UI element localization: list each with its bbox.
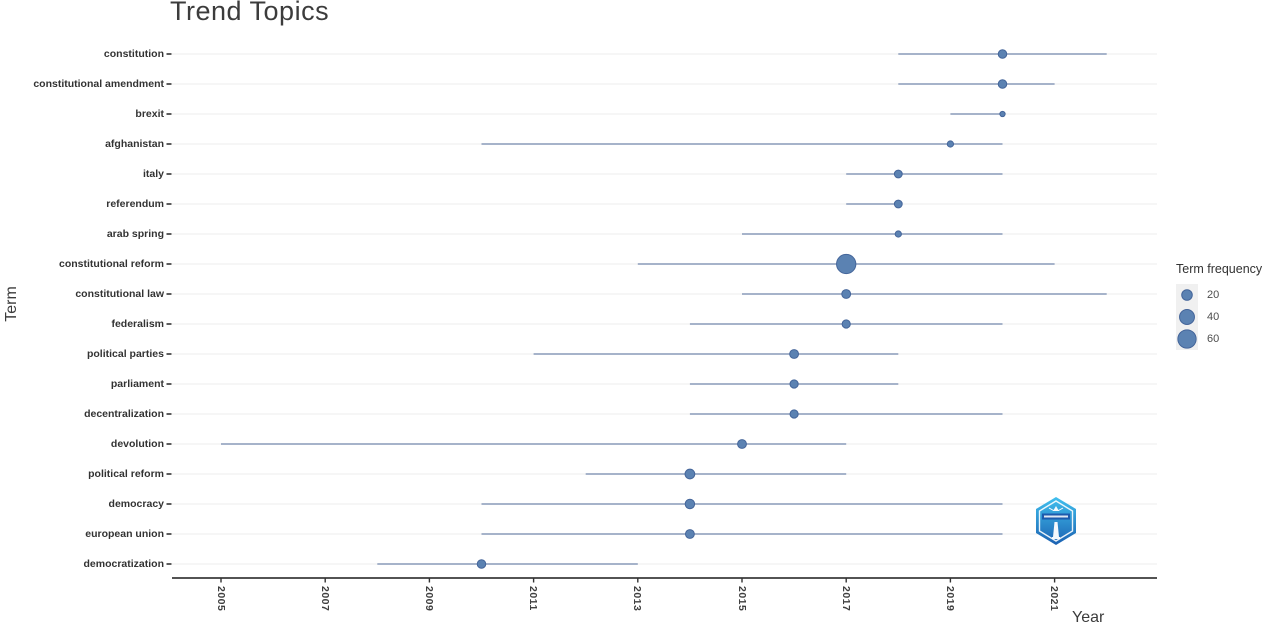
term-median-dot [997, 49, 1008, 59]
legend-dot [1177, 329, 1197, 349]
term-median-dot [997, 79, 1008, 89]
legend: Term frequency 20 40 60 [1176, 262, 1262, 350]
legend-size-key [1176, 306, 1198, 328]
legend-entry: 40 [1176, 306, 1262, 328]
term-median-dot [893, 169, 903, 179]
x-axis-tick-label: 2019 [943, 586, 956, 612]
y-axis-label: constitutional reform [58, 258, 164, 270]
term-median-dot [789, 379, 799, 389]
x-axis-tick-label: 2007 [318, 586, 331, 612]
term-median-dot [836, 253, 857, 275]
term-median-dot [684, 468, 696, 480]
legend-value-label: 20 [1207, 289, 1220, 301]
legend-dot [1181, 289, 1193, 301]
legend-title: Term frequency [1176, 262, 1263, 276]
y-axis-label: devolution [110, 438, 164, 450]
y-axis-label: democracy [108, 498, 164, 510]
x-axis-tick-label: 2005 [214, 586, 227, 612]
legend-entry: 20 [1176, 284, 1262, 306]
term-median-dot [946, 140, 955, 148]
y-axis-label: constitution [103, 48, 164, 60]
hexagon-lighthouse-logo-icon [1036, 497, 1076, 545]
legend-size-key [1176, 284, 1198, 306]
y-axis-label: constitutional amendment [33, 78, 164, 90]
term-median-dot [789, 409, 799, 419]
x-axis-tick-label: 2021 [1048, 586, 1061, 612]
term-median-dot [684, 529, 695, 539]
y-axis-label: democratization [83, 558, 164, 570]
y-axis-label: italy [142, 168, 164, 180]
y-axis-label: european union [85, 528, 164, 540]
term-median-dot [894, 230, 902, 238]
chart-title: Trend Topics [170, 0, 330, 26]
y-axis-label: referendum [106, 198, 164, 210]
y-axis-label: political parties [86, 348, 164, 360]
x-axis-title: Year [1072, 609, 1105, 626]
x-axis-tick-label: 2017 [839, 586, 852, 612]
term-median-dot [684, 498, 696, 510]
term-median-dot [841, 319, 851, 329]
y-axis-label: federalism [111, 318, 164, 330]
term-median-dot [999, 110, 1006, 118]
legend-dot [1179, 309, 1195, 325]
term-median-dot [841, 289, 852, 299]
term-median-dot [737, 439, 747, 449]
term-median-dot [476, 559, 487, 569]
legend-value-label: 60 [1207, 333, 1220, 345]
legend-size-key [1176, 328, 1198, 350]
x-axis-tick-label: 2009 [422, 586, 435, 612]
term-median-dot [893, 199, 903, 209]
x-axis-tick-label: 2011 [527, 586, 540, 611]
x-axis-tick-label: 2015 [735, 586, 748, 612]
y-axis-label: decentralization [84, 408, 164, 420]
y-axis-label: arab spring [106, 228, 164, 240]
x-axis-tick-label: 2013 [631, 586, 644, 612]
y-axis-label: political reform [88, 468, 164, 480]
term-median-dot [789, 349, 800, 359]
legend-entry: 60 [1176, 328, 1262, 350]
y-axis-label: afghanistan [105, 138, 164, 150]
y-axis-label: constitutional law [75, 288, 164, 300]
y-axis-label: brexit [135, 108, 164, 120]
legend-value-label: 40 [1207, 311, 1220, 323]
y-axis-label: parliament [110, 378, 164, 390]
